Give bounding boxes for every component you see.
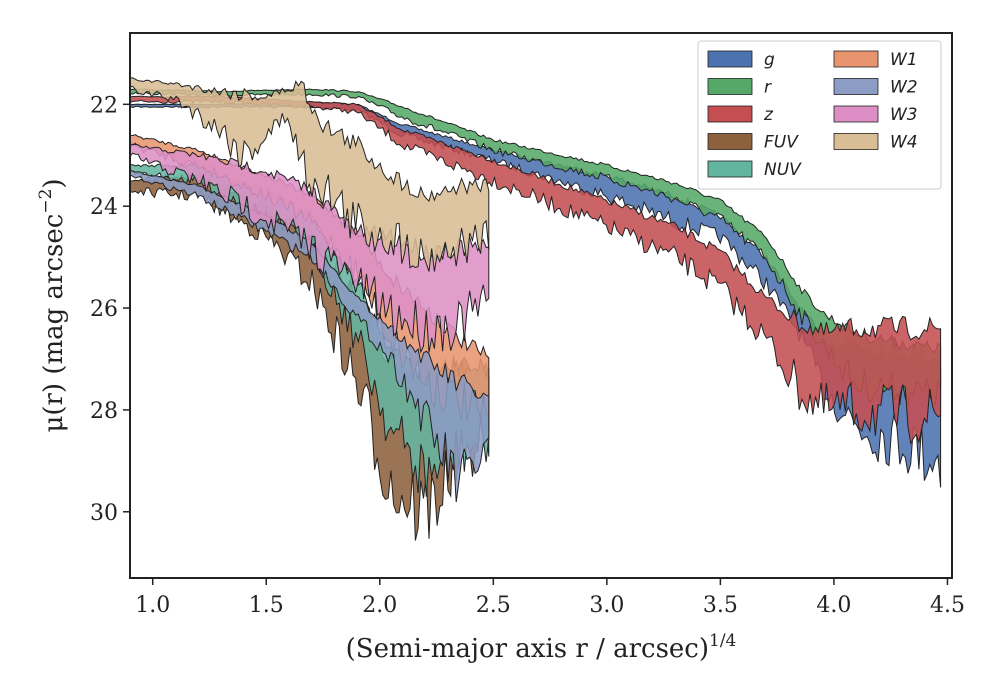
legend: grz FUV NUV W1 W2 W3 W4 bbox=[697, 40, 942, 190]
legend-swatch-z bbox=[707, 105, 753, 123]
y-axis: 22 24 26 28 30 bbox=[90, 93, 130, 526]
chart-bands bbox=[129, 77, 942, 541]
legend-label-w2: W2 bbox=[890, 78, 918, 98]
x-tick-label: 2.0 bbox=[362, 593, 397, 618]
y-tick-label: 30 bbox=[90, 501, 118, 526]
x-tick-label: 1.0 bbox=[135, 593, 170, 618]
legend-label-w4: W4 bbox=[890, 133, 918, 153]
legend-label-w3: W3 bbox=[890, 105, 918, 125]
y-axis-label-close: ) bbox=[39, 178, 69, 188]
legend-label-g: g bbox=[764, 50, 775, 70]
legend-swatch-fuv bbox=[707, 133, 753, 150]
y-axis-label-exponent: −2 bbox=[36, 189, 56, 214]
band-w4 bbox=[129, 77, 490, 272]
y-tick-label: 28 bbox=[90, 399, 118, 424]
legend-label-nuv: NUV bbox=[764, 160, 802, 180]
x-tick-label: 2.5 bbox=[476, 593, 511, 618]
y-tick-label: 24 bbox=[90, 195, 118, 220]
legend-swatch-nuv bbox=[707, 160, 753, 178]
legend-swatch-r bbox=[707, 78, 753, 95]
y-axis-label: μ(r) (mag arcsec−2) bbox=[36, 178, 69, 432]
x-axis-label: (Semi-major axis r / arcsec)1/4 bbox=[346, 631, 737, 664]
legend-swatch-g bbox=[707, 50, 753, 68]
x-tick-label: 3.0 bbox=[589, 593, 624, 618]
x-tick-label: 1.5 bbox=[249, 593, 284, 618]
y-tick-label: 26 bbox=[90, 297, 118, 322]
legend-label-w1: W1 bbox=[890, 50, 918, 70]
legend-swatch-w3 bbox=[833, 105, 879, 123]
legend-swatch-w2 bbox=[833, 78, 879, 95]
legend-label-fuv: FUV bbox=[764, 133, 799, 153]
band-w3 bbox=[129, 143, 490, 354]
x-axis-label-text: (Semi-major axis r / arcsec) bbox=[346, 634, 709, 664]
legend-frame bbox=[697, 40, 942, 190]
x-axis-label-exponent: 1/4 bbox=[709, 631, 736, 651]
legend-swatch-w1 bbox=[833, 50, 879, 68]
legend-swatch-w4 bbox=[833, 133, 879, 150]
x-axis: 1.0 1.5 2.0 2.5 3.0 3.5 4.0 4.5 bbox=[135, 578, 965, 618]
plot-frame bbox=[129, 32, 953, 579]
band-z bbox=[129, 95, 942, 445]
x-tick-label: 4.0 bbox=[816, 593, 851, 618]
legend-label-z: z bbox=[763, 105, 774, 125]
y-tick-label: 22 bbox=[90, 93, 118, 118]
legend-label-r: r bbox=[764, 78, 772, 98]
x-tick-label: 3.5 bbox=[703, 593, 738, 618]
x-tick-label: 4.5 bbox=[930, 593, 965, 618]
y-axis-label-text: μ(r) (mag arcsec bbox=[39, 214, 69, 433]
